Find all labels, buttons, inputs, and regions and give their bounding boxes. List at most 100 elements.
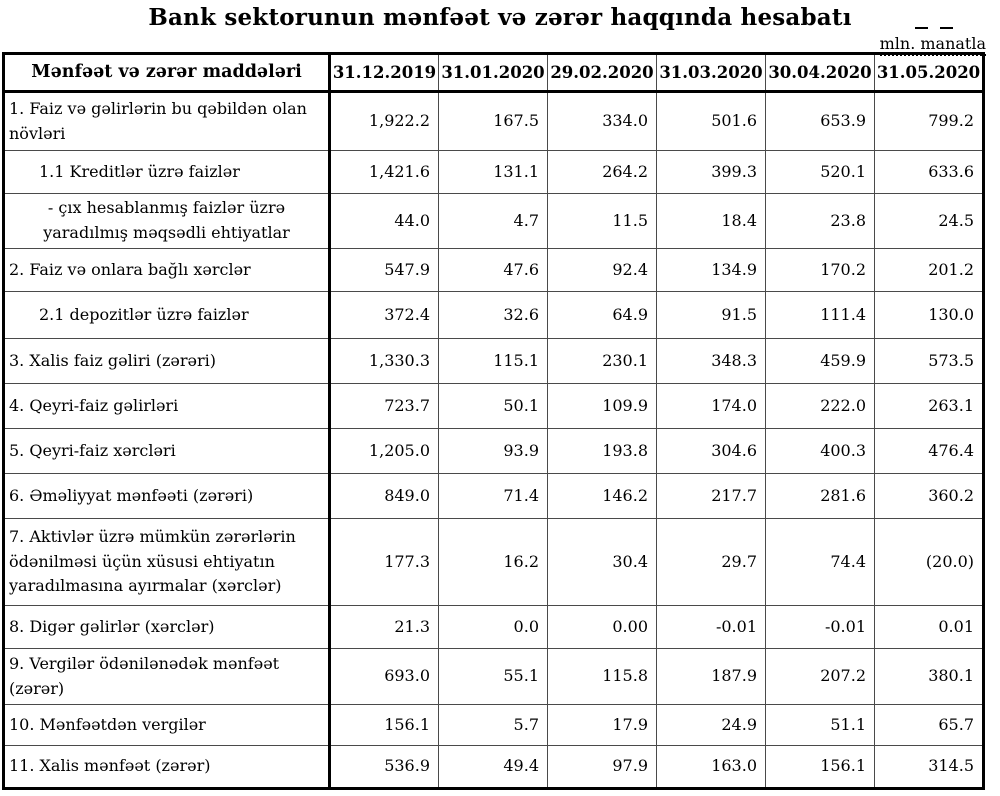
value-cell: 131.1 xyxy=(438,150,548,194)
value-cell: 93.9 xyxy=(438,428,548,474)
value-cell: 4.7 xyxy=(438,193,548,249)
value-cell: 109.9 xyxy=(547,383,657,429)
row-label-cell: 7. Aktivlər üzrə mümkün zərərlərin ödəni… xyxy=(3,518,331,606)
value-cell: 1,922.2 xyxy=(329,91,439,151)
row-label-cell: 2. Faiz və onlara bağlı xərclər xyxy=(3,248,331,292)
date-column-header: 30.04.2020 xyxy=(765,53,875,93)
date-column-header: 29.02.2020 xyxy=(547,53,657,93)
value-cell: 372.4 xyxy=(329,291,439,339)
value-cell: 17.9 xyxy=(547,704,657,746)
value-cell: 264.2 xyxy=(547,150,657,194)
value-cell: 653.9 xyxy=(765,91,875,151)
value-cell: 49.4 xyxy=(438,745,548,789)
value-cell: 92.4 xyxy=(547,248,657,292)
row-label-cell: 1.1 Kreditlər üzrə faizlər xyxy=(3,150,331,194)
value-cell: 400.3 xyxy=(765,428,875,474)
value-cell: 476.4 xyxy=(874,428,984,474)
value-cell: 334.0 xyxy=(547,91,657,151)
value-cell: 222.0 xyxy=(765,383,875,429)
value-cell: 849.0 xyxy=(329,473,439,519)
value-cell: 459.9 xyxy=(765,338,875,384)
value-cell: 1,205.0 xyxy=(329,428,439,474)
value-cell: 5.7 xyxy=(438,704,548,746)
row-label-cell: 2.1 depozitlər üzrə faizlər xyxy=(3,291,331,339)
value-cell: 187.9 xyxy=(656,648,766,705)
row-label-cell: 8. Digər gəlirlər (xərclər) xyxy=(3,605,331,649)
value-cell: 51.1 xyxy=(765,704,875,746)
value-cell: 91.5 xyxy=(656,291,766,339)
value-cell: 304.6 xyxy=(656,428,766,474)
value-cell: 633.6 xyxy=(874,150,984,194)
table-row: 9. Vergilər ödənilənədək mənfəət (zərər)… xyxy=(3,648,984,705)
table-row: 2.1 depozitlər üzrə faizlər 372.4 32.6 64.9… xyxy=(3,291,984,339)
profit-loss-table: Mənfəət və zərər maddələri 31.12.2019 31… xyxy=(2,52,985,790)
value-cell: 217.7 xyxy=(656,473,766,519)
value-cell: 1,330.3 xyxy=(329,338,439,384)
value-cell: 163.0 xyxy=(656,745,766,789)
value-cell: 146.2 xyxy=(547,473,657,519)
value-cell: 64.9 xyxy=(547,291,657,339)
value-cell: 263.1 xyxy=(874,383,984,429)
value-cell: 174.0 xyxy=(656,383,766,429)
value-cell: 21.3 xyxy=(329,605,439,649)
value-cell: 18.4 xyxy=(656,193,766,249)
table-row: 11. Xalis mənfəət (zərər) 536.9 49.4 97.9 16… xyxy=(3,745,984,789)
row-label-cell: - çıx hesablanmış faizlər üzrə yaradılmı… xyxy=(3,193,331,249)
value-cell: 111.4 xyxy=(765,291,875,339)
value-cell: -0.01 xyxy=(765,605,875,649)
value-cell: 156.1 xyxy=(329,704,439,746)
value-cell: 50.1 xyxy=(438,383,548,429)
value-cell: 380.1 xyxy=(874,648,984,705)
table-header-row: Mənfəət və zərər maddələri 31.12.2019 31… xyxy=(3,53,984,93)
value-cell: (20.0) xyxy=(874,518,984,606)
items-column-header: Mənfəət və zərər maddələri xyxy=(3,53,331,93)
value-cell: 24.5 xyxy=(874,193,984,249)
unit-label: mln. manatla xyxy=(879,27,986,56)
row-label-cell: 10. Mənfəətdən vergilər xyxy=(3,704,331,746)
table-row: 5. Qeyri-faiz xərcləri 1,205.0 93.9 193.8 30… xyxy=(3,428,984,474)
table-row: 10. Mənfəətdən vergilər 156.1 5.7 17.9 24.9 5… xyxy=(3,704,984,746)
value-cell: 44.0 xyxy=(329,193,439,249)
value-cell: 348.3 xyxy=(656,338,766,384)
value-cell: 799.2 xyxy=(874,91,984,151)
value-cell: 1,421.6 xyxy=(329,150,439,194)
table-row: 6. Əməliyyat mənfəəti (zərəri) 849.0 71.4 1… xyxy=(3,473,984,519)
date-column-header: 31.03.2020 xyxy=(656,53,766,93)
table-row: 8. Digər gəlirlər (xərclər) 21.3 0.0 0.00 -0… xyxy=(3,605,984,649)
value-cell: 115.8 xyxy=(547,648,657,705)
overbar-dash-icon xyxy=(940,27,953,29)
value-cell: 47.6 xyxy=(438,248,548,292)
value-cell: 24.9 xyxy=(656,704,766,746)
row-label-cell: 3. Xalis faiz gəliri (zərəri) xyxy=(3,338,331,384)
table-row: 3. Xalis faiz gəliri (zərəri) 1,330.3 115.… xyxy=(3,338,984,384)
value-cell: 71.4 xyxy=(438,473,548,519)
value-cell: 134.9 xyxy=(656,248,766,292)
row-label-cell: 6. Əməliyyat mənfəəti (zərəri) xyxy=(3,473,331,519)
value-cell: 520.1 xyxy=(765,150,875,194)
unit-label-text: mln. manatla xyxy=(879,34,986,56)
value-cell: 167.5 xyxy=(438,91,548,151)
date-column-header: 31.01.2020 xyxy=(438,53,548,93)
value-cell: 130.0 xyxy=(874,291,984,339)
value-cell: 0.00 xyxy=(547,605,657,649)
value-cell: 314.5 xyxy=(874,745,984,789)
value-cell: 97.9 xyxy=(547,745,657,789)
value-cell: 0.0 xyxy=(438,605,548,649)
value-cell: 573.5 xyxy=(874,338,984,384)
table-row: 7. Aktivlər üzrə mümkün zərərlərin ödəni… xyxy=(3,518,984,606)
value-cell: 32.6 xyxy=(438,291,548,339)
value-cell: 360.2 xyxy=(874,473,984,519)
value-cell: 399.3 xyxy=(656,150,766,194)
value-cell: 0.01 xyxy=(874,605,984,649)
value-cell: 723.7 xyxy=(329,383,439,429)
value-cell: 693.0 xyxy=(329,648,439,705)
date-column-header: 31.05.2020 xyxy=(874,53,984,93)
value-cell: 201.2 xyxy=(874,248,984,292)
value-cell: 74.4 xyxy=(765,518,875,606)
value-cell: 230.1 xyxy=(547,338,657,384)
value-cell: 23.8 xyxy=(765,193,875,249)
row-label-cell: 5. Qeyri-faiz xərcləri xyxy=(3,428,331,474)
value-cell: 11.5 xyxy=(547,193,657,249)
row-label-cell: 11. Xalis mənfəət (zərər) xyxy=(3,745,331,789)
row-label-cell: 1. Faiz və gəlirlərin bu qəbildən olan n… xyxy=(3,91,331,151)
